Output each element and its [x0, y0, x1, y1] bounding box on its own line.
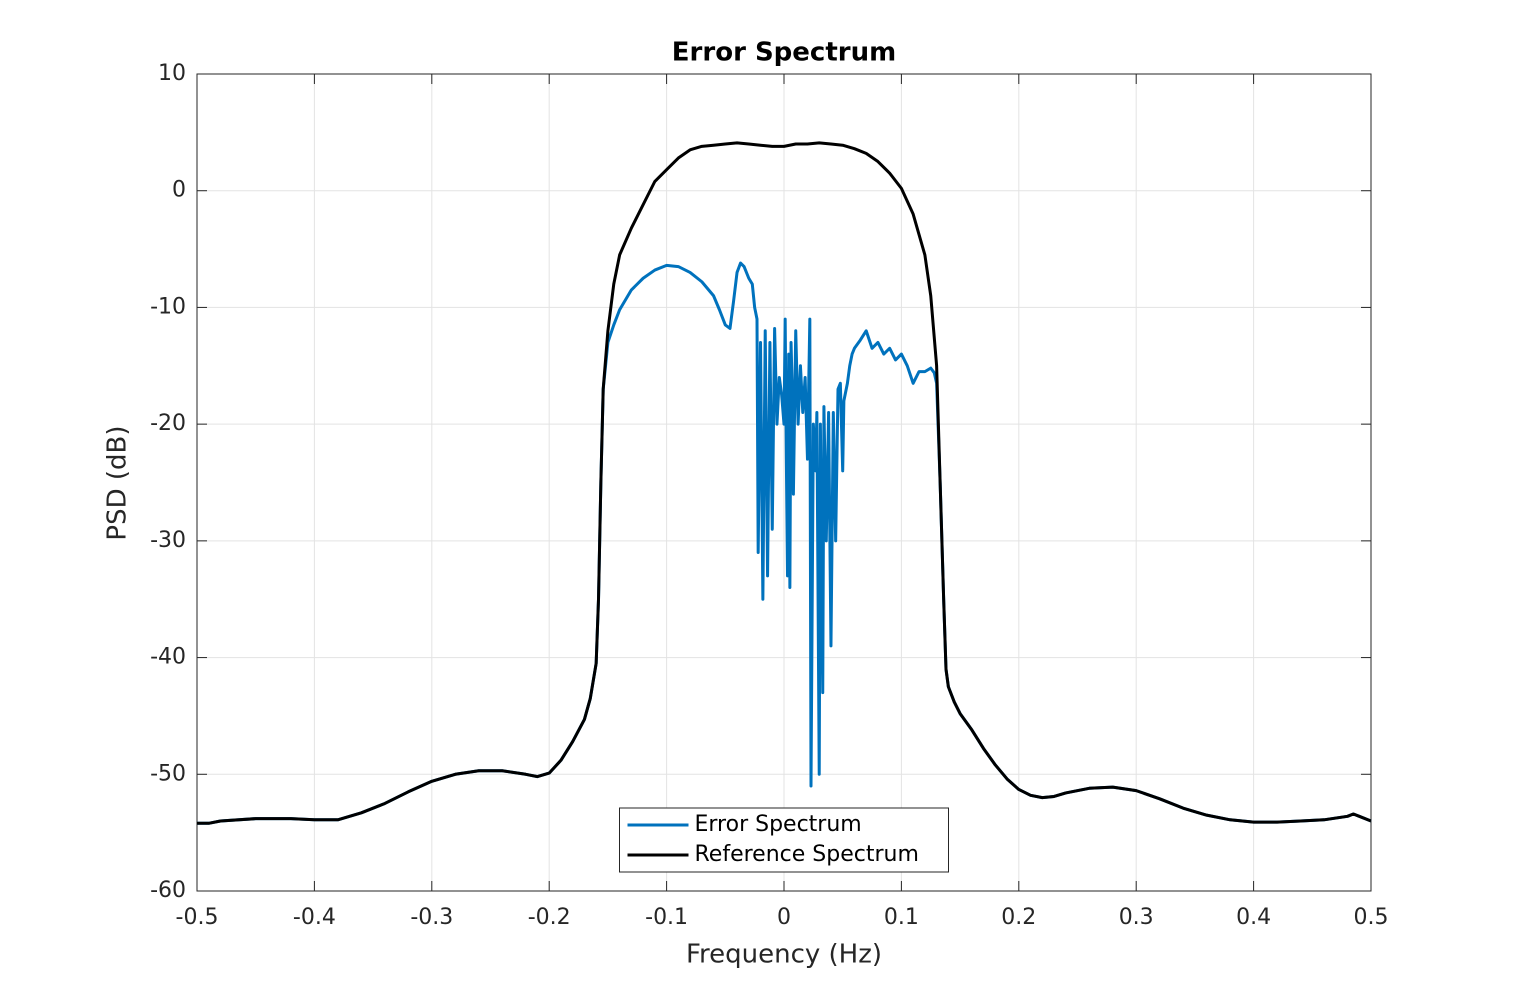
x-tick-label: -0.4 — [293, 905, 336, 930]
x-tick-label: -0.5 — [176, 905, 219, 930]
x-tick-label: 0 — [777, 905, 791, 930]
y-tick-label: -60 — [150, 878, 186, 903]
x-tick-label: -0.2 — [528, 905, 571, 930]
x-tick-label: 0.1 — [884, 905, 919, 930]
legend-label: Error Spectrum — [695, 812, 862, 837]
x-tick-label: 0.4 — [1236, 905, 1271, 930]
y-tick-label: -30 — [150, 528, 186, 553]
x-tick-label: -0.3 — [410, 905, 453, 930]
y-tick-label: -20 — [150, 411, 186, 436]
x-tick-label: 0.2 — [1001, 905, 1036, 930]
x-axis-label: Frequency (Hz) — [686, 940, 882, 970]
y-tick-label: 0 — [172, 178, 186, 203]
y-tick-label: -10 — [150, 294, 186, 319]
legend-label: Reference Spectrum — [695, 842, 919, 867]
x-tick-label: -0.1 — [645, 905, 688, 930]
y-axis-label: PSD (dB) — [103, 425, 133, 540]
plot-frame — [196, 73, 1372, 892]
chart-title: Error Spectrum — [672, 38, 896, 68]
series-line — [197, 141, 1372, 825]
y-tick-label: 10 — [158, 61, 186, 86]
x-tick-label: 0.3 — [1119, 905, 1154, 930]
x-tick-label: 0.5 — [1354, 905, 1389, 930]
y-tick-label: -50 — [150, 761, 186, 786]
legend-box — [619, 807, 949, 873]
y-tick-label: -40 — [150, 645, 186, 670]
